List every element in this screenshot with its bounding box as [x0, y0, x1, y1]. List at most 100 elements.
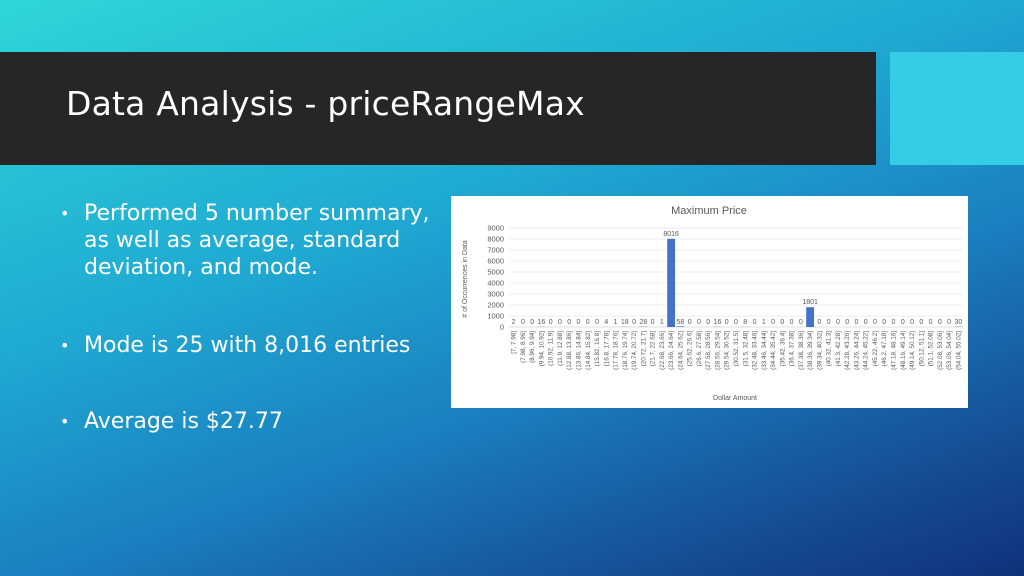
- bullet-text: Mode is 25 with 8,016 entries: [84, 333, 411, 358]
- x-tick-label: (29.54, 30.52]: [724, 331, 731, 370]
- data-label: 0: [706, 319, 710, 326]
- x-tick-label: (18.76, 19.74]: [622, 331, 629, 370]
- data-label: 0: [817, 319, 821, 326]
- x-tick-label: (42.28, 43.26]: [844, 331, 851, 370]
- x-tick-label: (48.16, 49.14]: [900, 331, 907, 370]
- x-tick-label: (13.86, 14.84]: [575, 331, 582, 370]
- chart-panel: Maximum Price # of Occurrences in Data D…: [451, 196, 968, 408]
- x-tick-label: (7.98, 8.96]: [520, 331, 527, 363]
- data-label: 0: [790, 319, 794, 326]
- bar: [806, 307, 815, 327]
- data-label: 16: [714, 319, 722, 326]
- data-label: 0: [632, 319, 636, 326]
- bullet-dot-icon: •: [60, 204, 70, 223]
- bullet-text: Average is $27.77: [84, 409, 283, 434]
- data-label: 0: [577, 319, 581, 326]
- data-label: 0: [771, 319, 775, 326]
- data-label: 1801: [802, 299, 818, 306]
- data-label: 0: [947, 319, 951, 326]
- x-tick-label: (14.84, 15.82]: [585, 331, 592, 370]
- x-tick-label: (52.08, 53.06]: [937, 331, 944, 370]
- y-tick-label: 6000: [487, 257, 504, 266]
- y-tick-label: 3000: [487, 290, 504, 299]
- bar-chart: Maximum Price # of Occurrences in Data D…: [462, 205, 963, 402]
- data-label: 0: [873, 319, 877, 326]
- bullet-item: • Mode is 25 with 8,016 entries: [60, 332, 440, 359]
- data-label: 8016: [663, 231, 679, 238]
- data-label: 0: [530, 319, 534, 326]
- data-label: 0: [734, 319, 738, 326]
- x-tick-label: (17.78, 18.76]: [613, 331, 620, 370]
- x-tick-label: (31.5, 32.48]: [742, 331, 749, 367]
- data-label: 0: [827, 319, 831, 326]
- chart-xlabel: Dollar Amount: [713, 395, 757, 402]
- x-tick-label: (38.36, 39.34]: [807, 331, 814, 370]
- data-label: 0: [910, 319, 914, 326]
- slide-title: Data Analysis - priceRangeMax: [66, 84, 585, 123]
- x-tick-label: (47.18, 48.16]: [891, 331, 898, 370]
- data-label: 0: [549, 319, 553, 326]
- data-label: 0: [901, 319, 905, 326]
- y-tick-label: 7000: [487, 246, 504, 255]
- x-tick-label: (36.4, 37.38]: [789, 331, 796, 367]
- y-tick-label: 2000: [487, 301, 504, 310]
- data-label: 0: [586, 319, 590, 326]
- y-tick-label: 9000: [487, 224, 504, 233]
- data-label: 28: [639, 319, 647, 326]
- data-label: 0: [688, 319, 692, 326]
- x-tick-label: (41.3, 42.28]: [835, 331, 842, 367]
- x-tick-label: (28.56, 29.54]: [714, 331, 721, 370]
- data-label: 0: [938, 319, 942, 326]
- title-bar: [0, 52, 876, 165]
- data-label: 2: [512, 319, 516, 326]
- data-label: 30: [954, 319, 962, 326]
- x-tick-label: (49.14, 50.12]: [909, 331, 916, 370]
- data-label: 0: [845, 319, 849, 326]
- x-tick-label: (35.42, 36.4]: [779, 331, 786, 367]
- x-tick-label: (53.06, 54.04]: [946, 331, 953, 370]
- y-tick-label: 0: [500, 323, 504, 332]
- x-tick-label: (15.82, 16.8]: [594, 331, 601, 367]
- data-label: 0: [521, 319, 525, 326]
- data-label: 18: [621, 319, 629, 326]
- data-label: 0: [799, 319, 803, 326]
- data-label: 0: [929, 319, 933, 326]
- x-tick-label: [7, 7.98]: [511, 331, 518, 354]
- data-label: 1: [614, 319, 618, 326]
- chart-title: Maximum Price: [671, 205, 747, 217]
- data-label: 0: [836, 319, 840, 326]
- bar: [667, 238, 676, 327]
- bullet-item: • Performed 5 number summary, as well as…: [60, 200, 440, 281]
- bar: [676, 326, 685, 327]
- data-label: 0: [595, 319, 599, 326]
- x-tick-label: (25.62, 26.6]: [687, 331, 694, 367]
- x-tick-label: (11.9, 12.88]: [557, 331, 564, 366]
- y-tick-label: 5000: [487, 268, 504, 277]
- data-label: 0: [892, 319, 896, 326]
- data-label: 8: [743, 319, 747, 326]
- x-tick-label: (34.44, 35.42]: [770, 331, 777, 370]
- x-tick-label: (50.12, 51.1]: [918, 331, 925, 367]
- data-label: 0: [753, 319, 757, 326]
- x-tick-label: (16.8, 17.78]: [603, 331, 610, 367]
- y-tick-label: 8000: [487, 235, 504, 244]
- data-label: 1: [762, 319, 766, 326]
- x-tick-label: (19.74, 20.72]: [631, 331, 638, 370]
- data-label: 0: [567, 319, 571, 326]
- bullet-dot-icon: •: [60, 412, 70, 431]
- x-tick-label: (45.22, 46.2]: [872, 331, 879, 367]
- x-tick-label: (26.6, 27.58]: [696, 331, 703, 367]
- x-tick-label: (30.52, 31.5]: [733, 331, 740, 367]
- data-label: 0: [725, 319, 729, 326]
- data-label: 0: [882, 319, 886, 326]
- y-tick-label: 1000: [487, 312, 504, 321]
- data-label: 16: [538, 319, 546, 326]
- data-label: 58: [677, 319, 685, 326]
- x-tick-label: (22.68, 23.66]: [659, 331, 666, 370]
- data-label: 0: [697, 319, 701, 326]
- x-tick-label: (23.66, 24.64]: [668, 331, 675, 370]
- x-tick-label: (12.88, 13.86]: [566, 331, 573, 370]
- data-label: 0: [864, 319, 868, 326]
- bullet-item: • Average is $27.77: [60, 408, 440, 435]
- chart-ylabel: # of Occurrences in Data: [462, 240, 469, 318]
